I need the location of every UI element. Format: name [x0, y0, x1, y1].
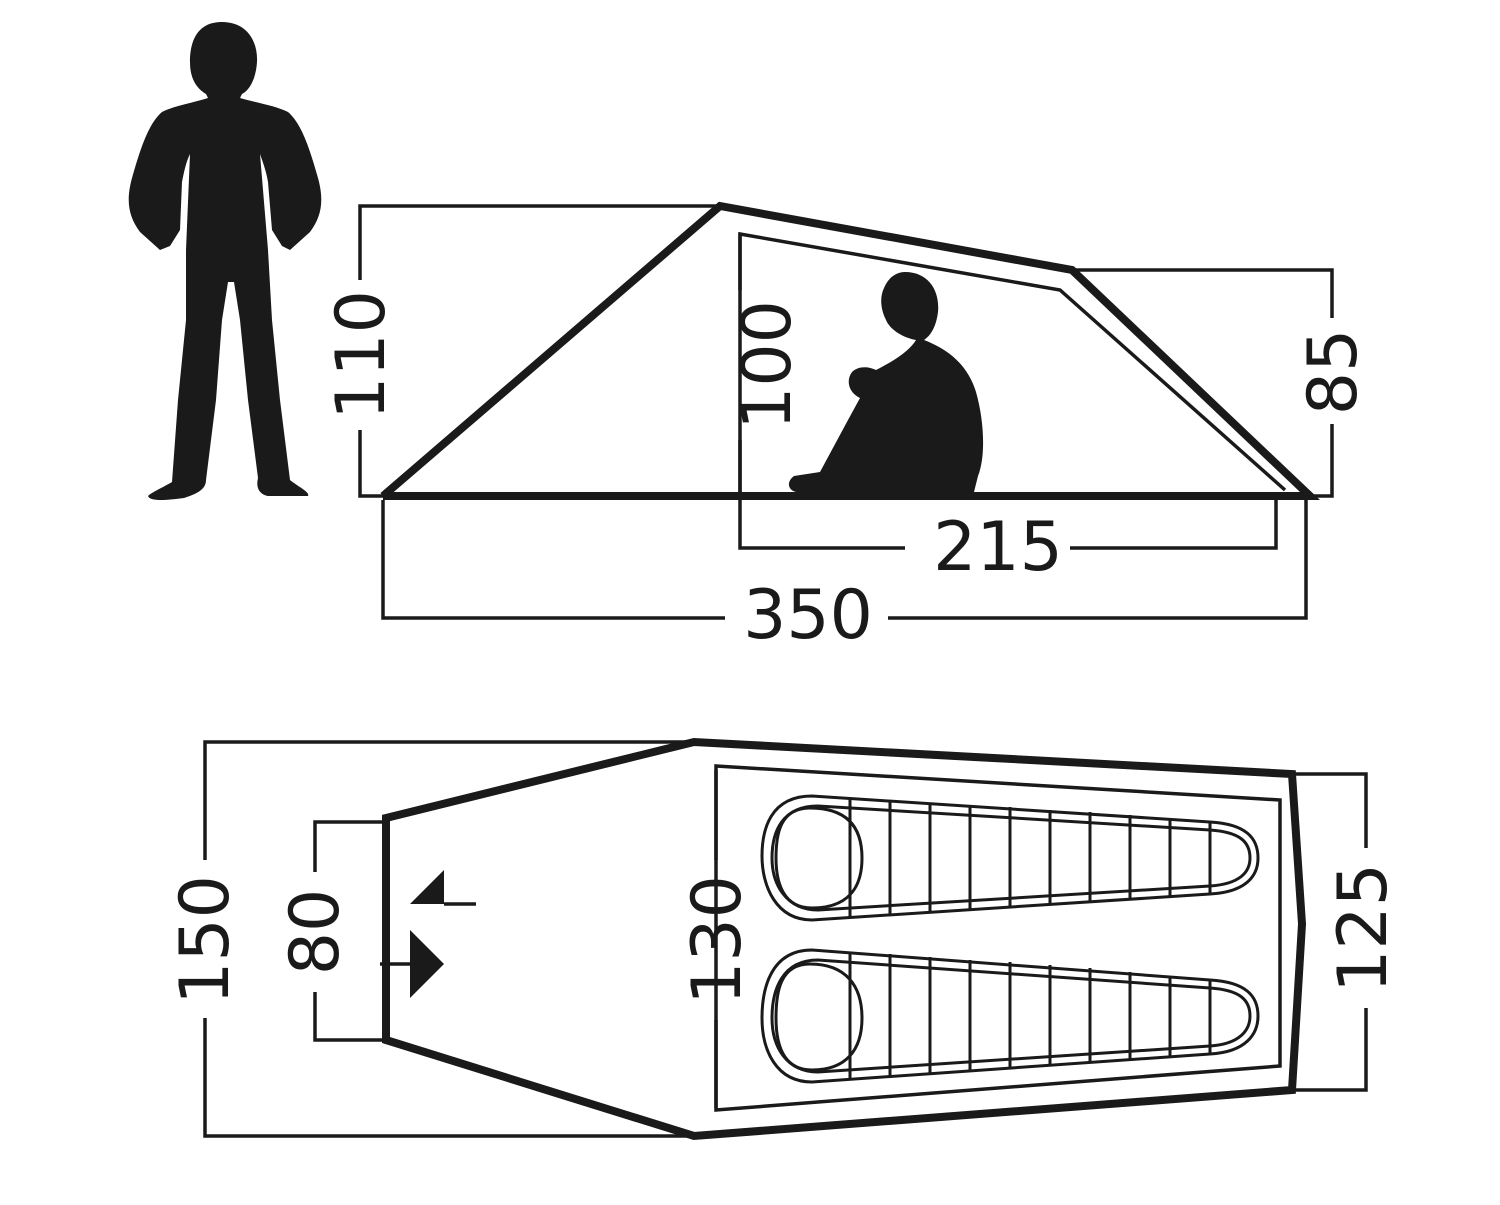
top-view: 150 80 130 125 — [166, 737, 1403, 1141]
dim-line-front-height-lower — [358, 430, 383, 498]
tent-floor-outline — [382, 737, 1307, 1141]
dim-line-rear-height-lower — [1310, 424, 1334, 498]
label-total-width: 150 — [166, 875, 245, 1005]
side-view: 110 100 85 215 350 — [322, 201, 1373, 655]
label-entrance-width: 80 — [276, 889, 355, 976]
dim-line-total-width-lower — [203, 1018, 694, 1138]
dim-line-rear-height — [1072, 268, 1334, 318]
dim-line-rear-width — [1292, 772, 1368, 848]
dim-line-total-width — [203, 740, 694, 860]
person-sitting-icon — [788, 272, 984, 492]
label-rear-width: 125 — [1324, 863, 1403, 993]
dim-line-total-length — [381, 500, 725, 620]
label-front-height: 110 — [322, 290, 401, 420]
inner-tent-floor-outline — [714, 764, 1282, 1112]
label-inner-length: 215 — [933, 508, 1063, 587]
label-rear-height: 85 — [1294, 329, 1373, 416]
dim-line-entrance-width — [313, 820, 386, 872]
label-total-length: 350 — [743, 576, 873, 655]
dim-line-rear-width-lower — [1292, 1008, 1368, 1092]
dim-line-total-length-right — [888, 500, 1308, 620]
dim-line-inner-height-lower — [738, 440, 905, 550]
dim-line-front-height — [358, 204, 718, 280]
entrance-arrows-icon — [380, 870, 476, 998]
sleeping-bag-icon — [760, 948, 1260, 1084]
person-standing-icon — [128, 22, 322, 500]
dim-line-entrance-width-lower — [313, 992, 386, 1042]
sleeping-bag-icon — [760, 794, 1260, 922]
label-inner-height: 100 — [728, 300, 807, 430]
label-inner-width: 130 — [678, 875, 757, 1005]
inner-tent-side-outline — [738, 231, 1287, 496]
dim-line-inner-length-right — [1070, 500, 1278, 550]
